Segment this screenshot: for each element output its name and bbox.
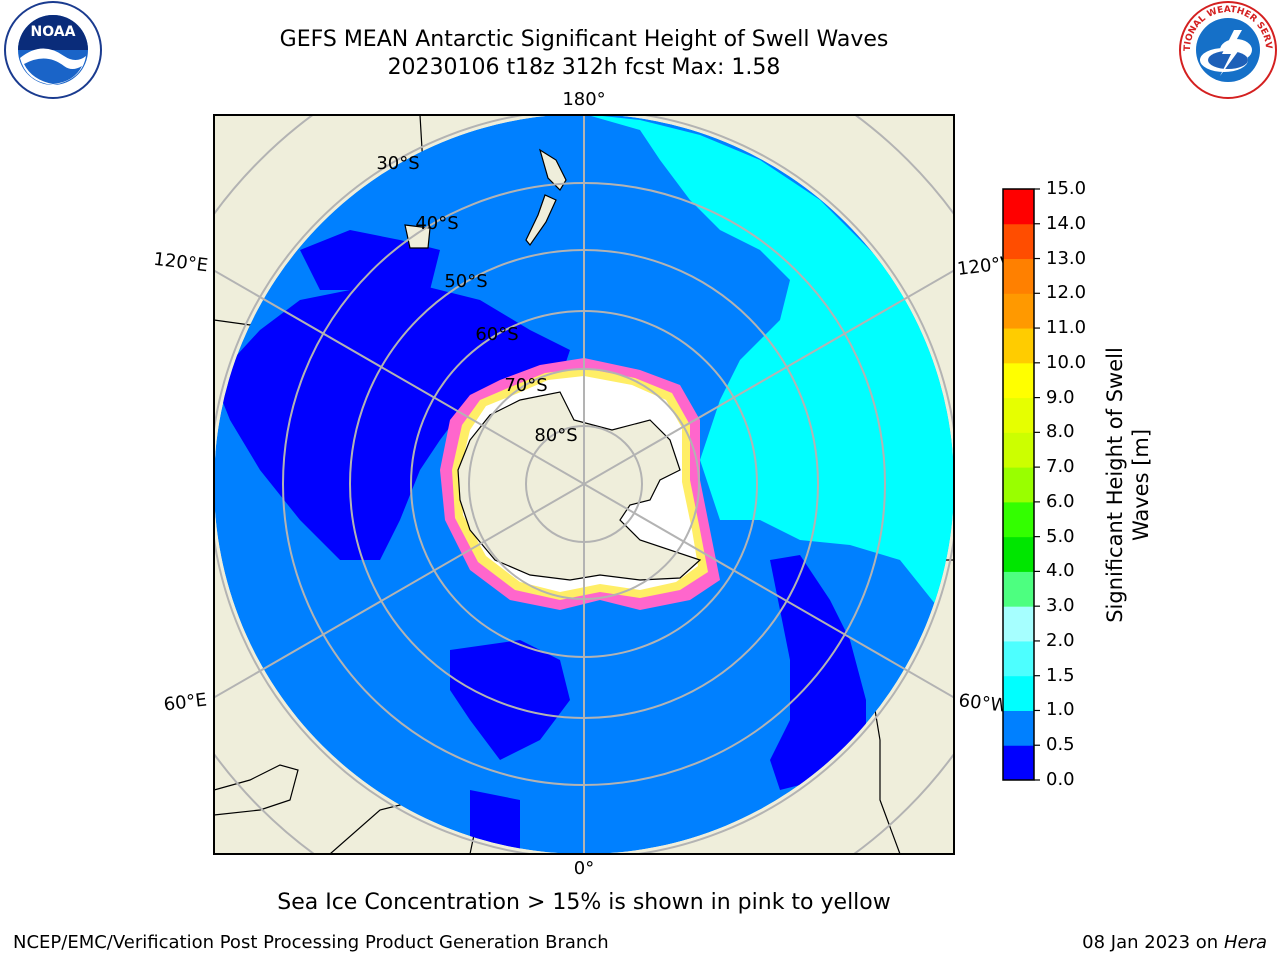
title-line-1: GEFS MEAN Antarctic Significant Height o… <box>279 27 889 52</box>
footer-date-text: 08 Jan 2023 on <box>1082 932 1224 953</box>
sea-ice-caption: Sea Ice Concentration > 15% is shown in … <box>277 890 891 915</box>
footer-branch: NCEP/EMC/Verification Post Processing Pr… <box>13 932 609 953</box>
colorbar-title-line-1: Significant Height of Swell <box>1103 347 1127 623</box>
swell-dark-region-west <box>214 285 570 560</box>
swell-dark-region-south <box>450 640 570 760</box>
noaa-logo: NOAA <box>4 1 102 99</box>
lat-label-50s: 50°S <box>444 271 487 292</box>
swell-cyan-region <box>584 115 954 610</box>
colorbar-frame <box>1002 188 1035 781</box>
colorbar-bin <box>1003 745 1034 781</box>
colorbar-tick-label: 7.0 <box>1046 456 1075 478</box>
colorbar-title: Significant Height of Swell Waves [m] <box>1102 347 1154 623</box>
colorbar-tick-label: 2.0 <box>1046 629 1075 651</box>
chart-title: GEFS MEAN Antarctic Significant Height o… <box>214 26 954 82</box>
lat-label-80s: 80°S <box>534 425 577 446</box>
colorbar-title-line-2: Waves [m] <box>1129 428 1153 542</box>
colorbar-bin <box>1003 536 1034 572</box>
colorbar-tick-label: 5.0 <box>1046 525 1075 547</box>
nws-logo: NATIONAL WEATHER SERVICE <box>1176 0 1277 99</box>
lat-label-70s: 70°S <box>504 375 547 396</box>
colorbar-bin <box>1003 293 1034 329</box>
colorbar-ticks <box>1034 188 1040 781</box>
colorbar-bin <box>1003 397 1034 433</box>
colorbar-tick-label: 8.0 <box>1046 421 1075 443</box>
colorbar-bin <box>1003 501 1034 538</box>
colorbar-bin <box>1003 606 1034 642</box>
colorbar-bin <box>1003 432 1034 468</box>
colorbar-bin <box>1003 258 1034 294</box>
noaa-logo-text: NOAA <box>31 24 76 40</box>
colorbar-bin <box>1003 223 1034 260</box>
colorbar-bin <box>1003 467 1034 503</box>
lon-label-0: 0° <box>574 858 594 879</box>
lat-label-60s: 60°S <box>475 324 518 345</box>
colorbar-tick-label: 1.5 <box>1046 664 1075 686</box>
map-frame <box>213 114 955 855</box>
lon-label-180: 180° <box>562 89 605 110</box>
colorbar-tick-label: 10.0 <box>1046 351 1087 373</box>
lon-label-120e: 120°E <box>152 249 209 277</box>
colorbar-tick-label: 4.0 <box>1046 560 1075 582</box>
lon-label-60e-text: 60°E <box>163 689 209 715</box>
colorbar-bin <box>1003 362 1034 399</box>
swell-dark-region-africa <box>470 790 520 854</box>
colorbar-tick-label: 11.0 <box>1046 317 1087 339</box>
colorbar-tick-label: 0.0 <box>1046 769 1075 790</box>
colorbar-tick-label: 15.0 <box>1046 178 1087 199</box>
colorbar-bin <box>1003 710 1034 746</box>
colorbar-tick-label: 9.0 <box>1046 386 1075 408</box>
colorbar-tick-label: 0.5 <box>1046 734 1075 756</box>
lon-label-60w: 60°W <box>957 690 1009 717</box>
colorbar-tick-label: 3.0 <box>1046 595 1075 617</box>
colorbar-tick-label: 13.0 <box>1046 247 1087 269</box>
lat-label-40s: 40°S <box>415 213 458 234</box>
colorbar-tick-label: 6.0 <box>1046 490 1075 512</box>
lat-label-30s: 30°S <box>376 153 419 174</box>
footer-date: 08 Jan 2023 on Hera <box>1082 932 1267 953</box>
colorbar <box>1003 189 1034 781</box>
colorbar-bin <box>1003 328 1034 364</box>
swell-dark-region-southaus <box>300 230 440 290</box>
colorbar-bin <box>1003 640 1034 677</box>
title-line-2: 20230106 t18z 312h fcst Max: 1.58 <box>387 55 781 80</box>
colorbar-tick-label: 12.0 <box>1046 282 1087 304</box>
colorbar-tick-label: 14.0 <box>1046 212 1087 234</box>
colorbar-bin <box>1003 189 1034 225</box>
colorbar-bin <box>1003 571 1034 607</box>
footer-host: Hera <box>1223 932 1267 953</box>
madagascar-land <box>214 764 299 816</box>
graticule <box>214 115 954 854</box>
colorbar-bin <box>1003 675 1034 711</box>
new-zealand-land <box>525 148 567 247</box>
colorbar-tick-label: 1.0 <box>1046 699 1075 721</box>
